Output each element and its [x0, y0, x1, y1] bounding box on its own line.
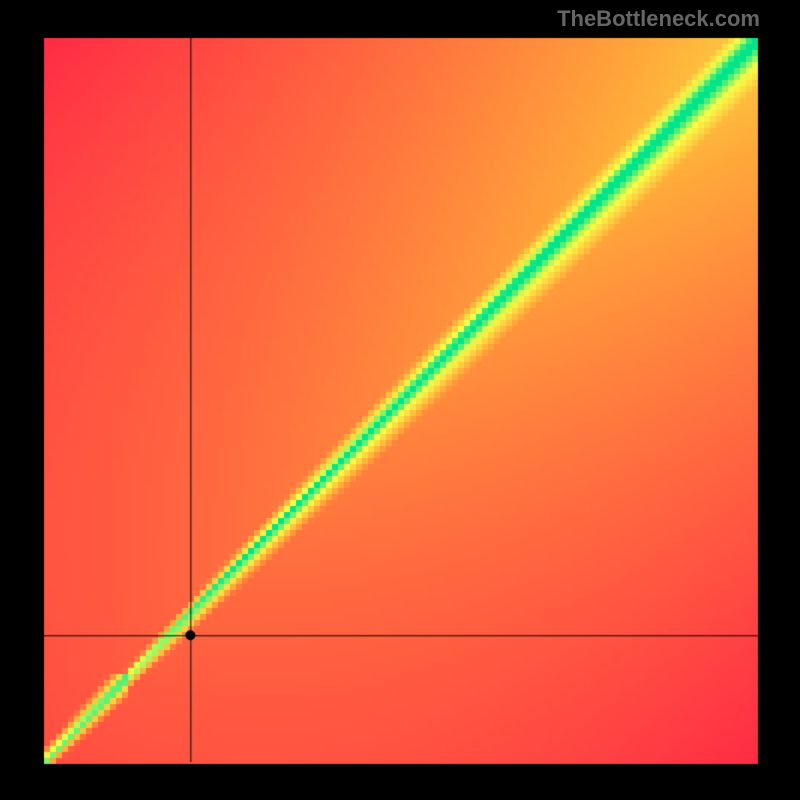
- bottleneck-heatmap: [0, 0, 800, 800]
- watermark-text: TheBottleneck.com: [557, 6, 760, 32]
- chart-container: TheBottleneck.com: [0, 0, 800, 800]
